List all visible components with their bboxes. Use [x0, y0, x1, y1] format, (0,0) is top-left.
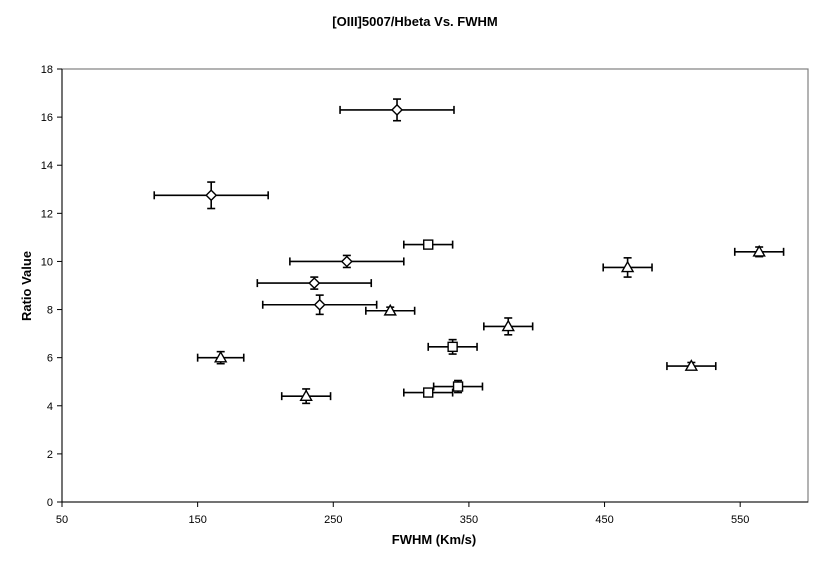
y-tick-label: 10 — [41, 256, 53, 268]
data-point-diamond — [261, 294, 378, 316]
y-tick-label: 18 — [41, 64, 53, 76]
x-tick-label: 450 — [595, 514, 613, 526]
data-point-square — [432, 379, 484, 394]
plot-frame — [61, 68, 809, 503]
square-marker — [447, 341, 458, 353]
data-point-diamond — [153, 181, 269, 210]
data-point-triangle — [733, 244, 785, 258]
triangle-marker — [213, 350, 228, 363]
y-tick-label: 2 — [47, 449, 53, 461]
data-point-diamond — [289, 254, 405, 269]
triangle-marker — [752, 244, 766, 257]
data-point-triangle — [483, 317, 534, 336]
triangle-marker — [684, 359, 699, 371]
x-axis-title: FWHM (Km/s) — [392, 532, 477, 547]
diamond-marker — [313, 298, 326, 311]
diamond-marker — [205, 189, 218, 202]
data-point-diamond — [256, 276, 373, 290]
square-marker — [423, 387, 434, 398]
y-tick-label: 4 — [47, 401, 53, 413]
data-point-triangle — [602, 257, 653, 278]
y-tick-label: 14 — [41, 160, 53, 172]
diamond-marker — [391, 103, 404, 116]
triangle-marker — [501, 319, 515, 332]
y-tick-label: 8 — [47, 305, 53, 317]
y-tick-label: 0 — [47, 497, 53, 509]
data-point-triangle — [280, 388, 332, 405]
x-tick-label: 250 — [324, 514, 342, 526]
y-tick-label: 12 — [41, 208, 53, 220]
triangle-marker — [383, 303, 397, 316]
square-marker — [423, 239, 434, 250]
y-axis-title: Ratio Value — [19, 251, 34, 321]
diamond-marker — [340, 255, 353, 268]
triangle-marker — [620, 260, 635, 273]
data-point-square — [427, 338, 478, 355]
data-point-triangle — [365, 303, 416, 316]
x-tick-label: 150 — [188, 514, 206, 526]
square-marker — [452, 381, 464, 392]
x-tick-label: 50 — [56, 514, 68, 526]
chart-title: [OIII]5007/Hbeta Vs. FWHM — [332, 14, 497, 29]
data-point-triangle — [666, 359, 717, 371]
y-tick-label: 16 — [41, 112, 53, 124]
x-tick-label: 350 — [460, 514, 478, 526]
diamond-marker — [308, 277, 321, 290]
data-point-diamond — [339, 98, 455, 122]
y-tick-label: 6 — [47, 353, 53, 365]
data-point-square — [403, 239, 454, 250]
x-tick-label: 550 — [731, 514, 749, 526]
triangle-marker — [299, 389, 313, 401]
data-point-triangle — [196, 350, 245, 365]
data-point-square — [403, 387, 454, 398]
